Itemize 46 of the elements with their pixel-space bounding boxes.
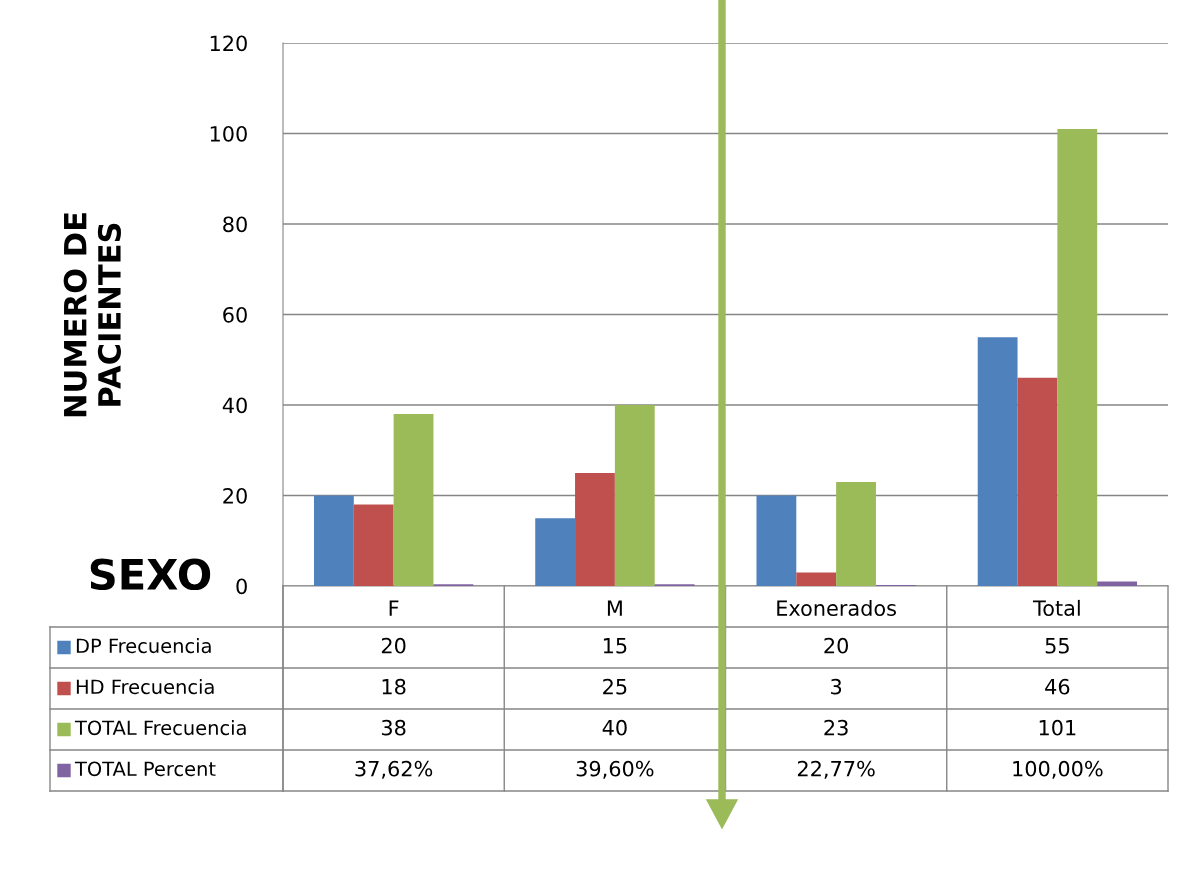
data-label: 55 [1045,638,1069,654]
bar [393,414,434,586]
x-tick-label: F [389,600,399,616]
data-label: 22,77% [797,760,875,779]
x-tick-label: Exonerados [777,599,896,617]
data-label: 101 [1039,719,1076,736]
bar [353,504,394,586]
legend-label: TOTAL Frecuencia [74,720,246,736]
bar [1017,377,1058,586]
data-label: 20 [381,637,406,654]
bar [313,495,354,586]
y-tick-label: 80 [223,216,247,233]
data-label: 20 [824,637,848,654]
y-axis-title: NUMERO DE PACIENTES [63,213,121,417]
bar [535,518,576,586]
y-tick-label: 0 [236,578,247,595]
data-label: 39,60% [576,760,654,779]
y-tick-label: 100 [210,125,247,142]
y-tick-label: 60 [223,306,247,323]
y-tick-label: 20 [223,487,247,504]
data-label: 37,62% [355,760,433,779]
x-tick-label: Total [1032,599,1080,617]
data-label: 23 [824,719,848,736]
bar [796,572,837,586]
x-tick-label: M [607,600,622,616]
legend-label: TOTAL Percent [74,761,216,777]
data-label: 15 [603,638,627,654]
data-label: 25 [603,678,627,695]
bar [756,495,797,586]
bar [836,481,876,586]
bar [1057,128,1098,586]
bar [575,472,615,586]
bar [614,405,655,586]
y-tick-label: 120 [210,35,247,52]
text: SEXO [90,558,211,591]
y-tick-label: 40 [222,397,247,414]
legend-label: DP Frecuencia [76,638,211,654]
data-label: 18 [382,678,406,695]
data-label: 46 [1045,678,1070,695]
data-label: 40 [602,719,627,736]
data-label: 100,00% [1013,760,1103,779]
data-label: 3 [831,678,842,695]
legend-label: HD Frecuencia [76,679,214,695]
data-label: 38 [381,719,406,736]
bar [1097,581,1138,586]
bar [977,337,1018,586]
